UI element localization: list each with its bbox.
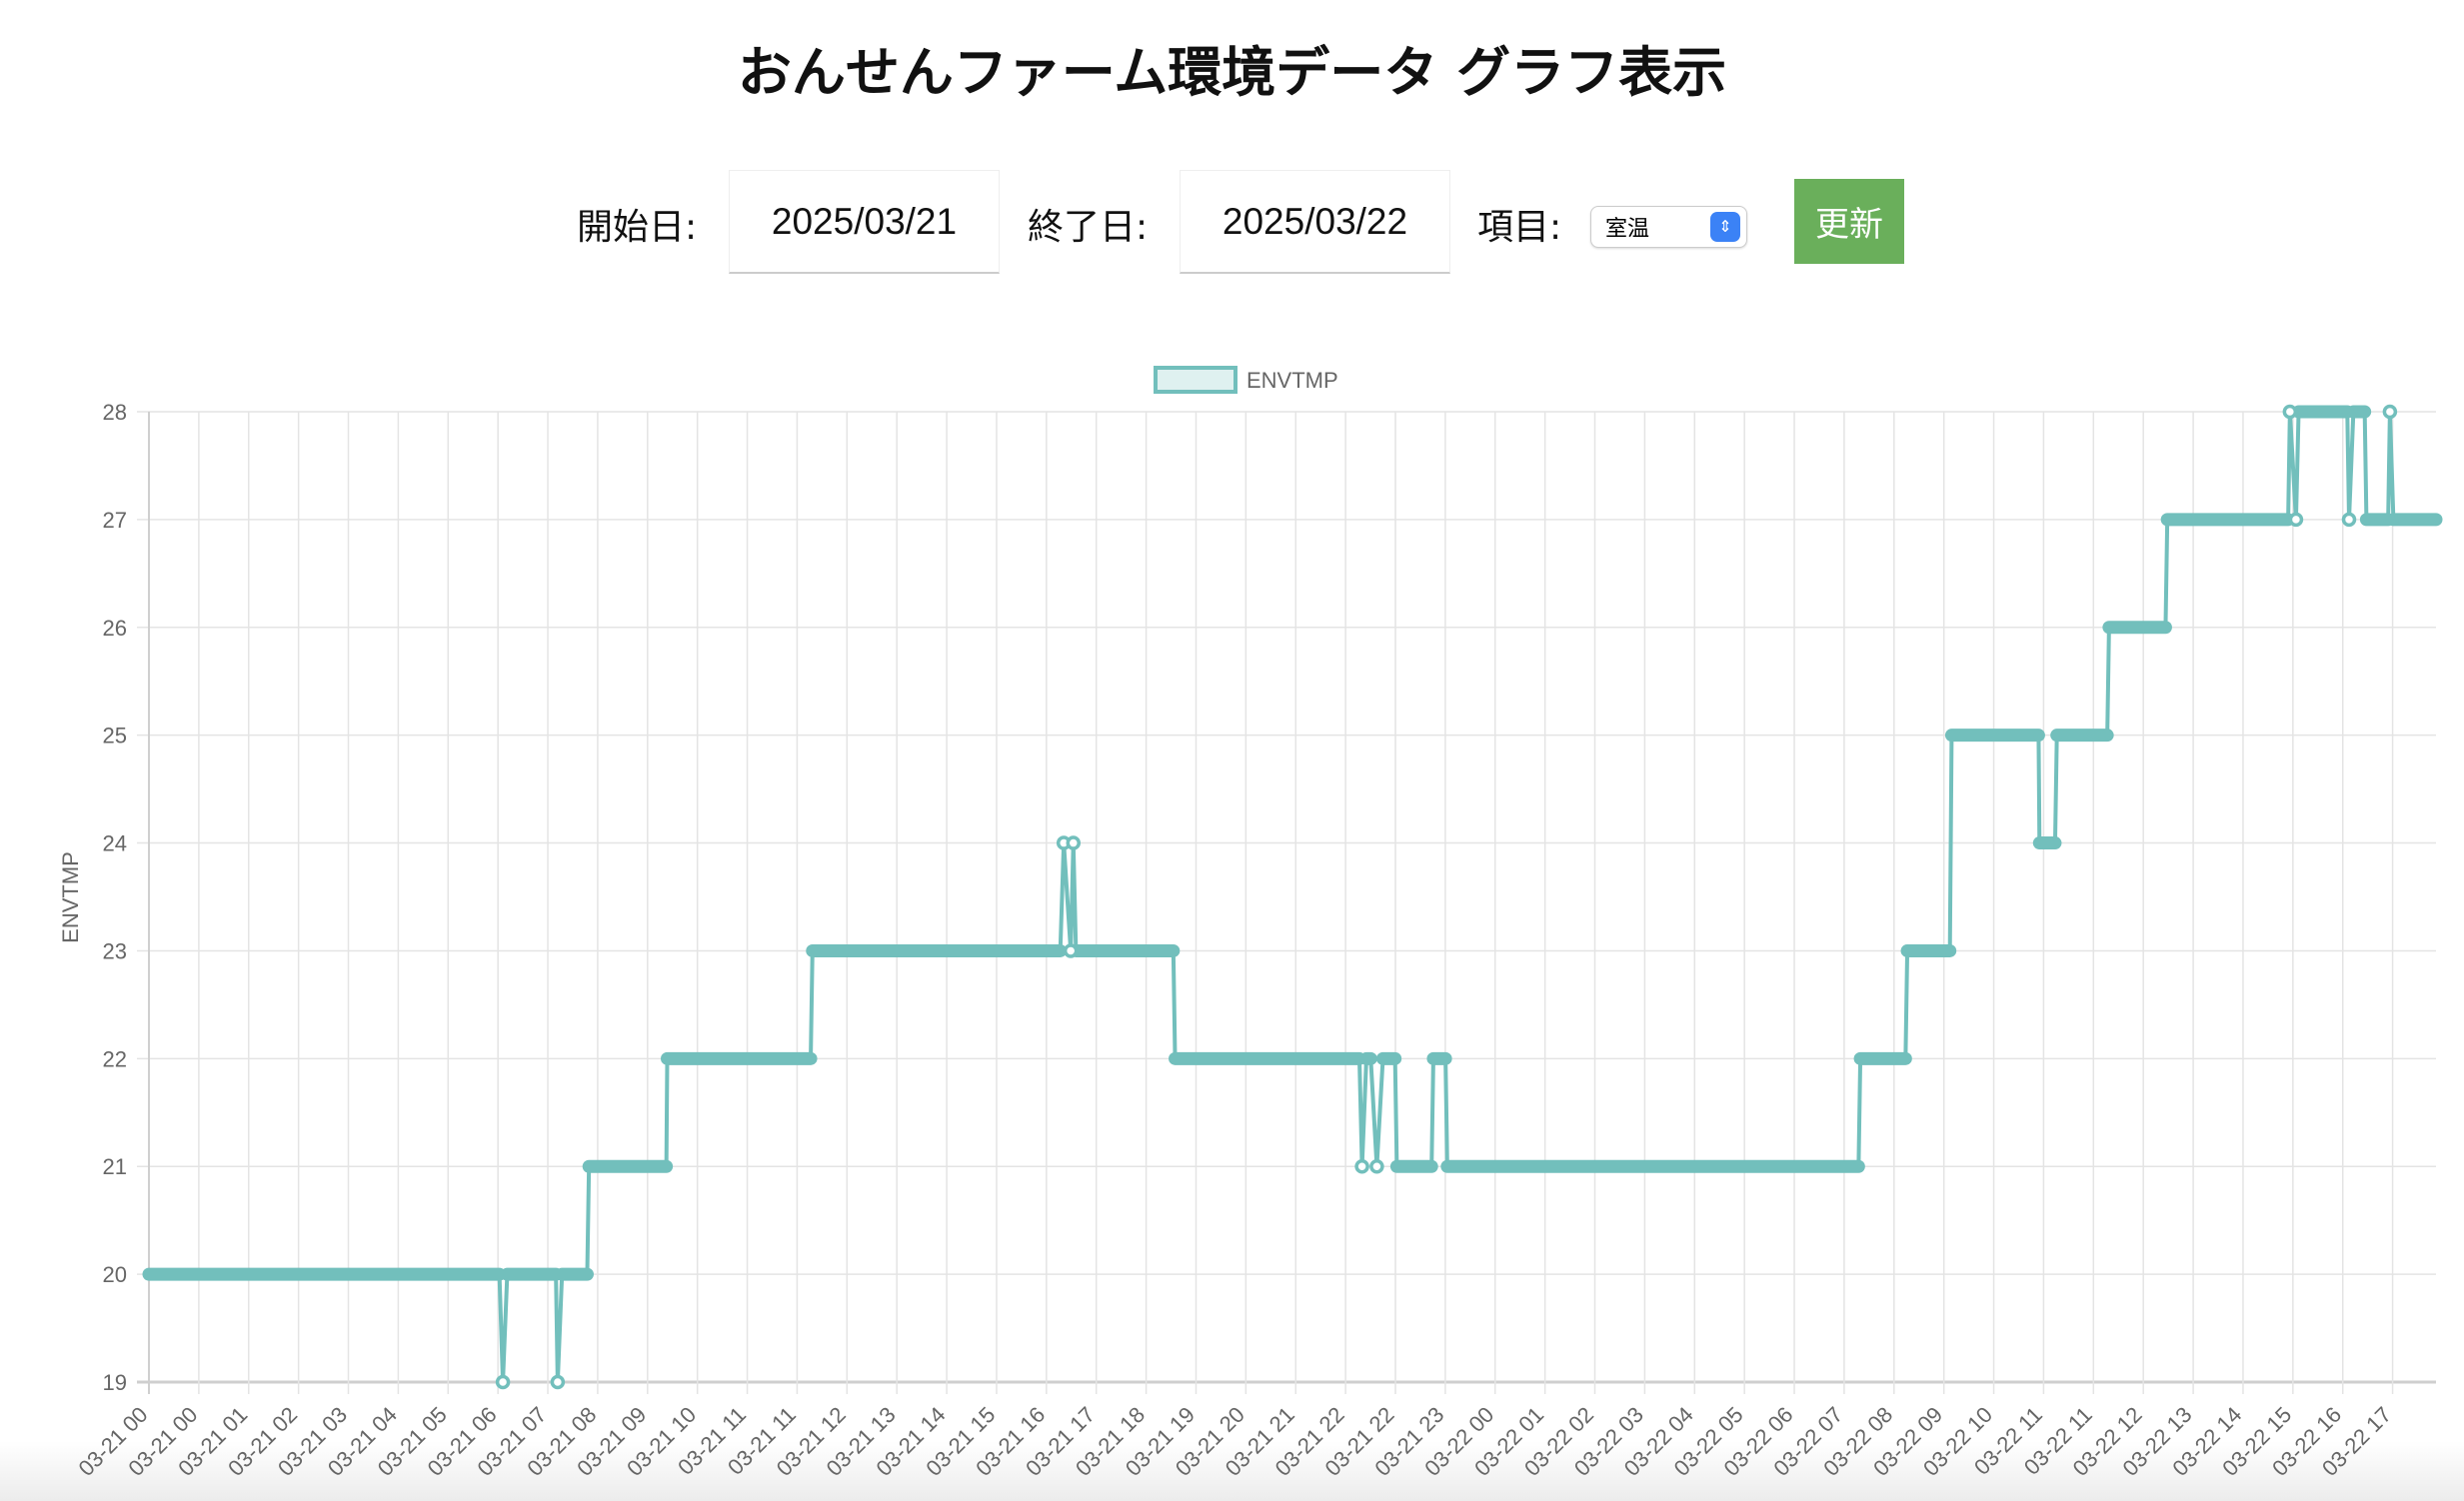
y-tick-label: 25 <box>103 724 127 749</box>
item-label: 項目: <box>1477 207 1562 248</box>
item-select-value: 室温 <box>1605 217 1650 242</box>
y-tick-label: 23 <box>103 938 127 963</box>
start-date-input[interactable]: 2025/03/21 <box>729 170 1000 274</box>
end-date-input[interactable]: 2025/03/22 <box>1180 170 1450 274</box>
y-tick-label: 27 <box>103 508 127 533</box>
end-date-label: 終了日: <box>1028 207 1149 248</box>
chevron-up-down-icon: ⇕ <box>1710 212 1740 242</box>
data-point <box>1066 835 1082 850</box>
data-point <box>2282 404 2298 420</box>
start-date-label: 開始日: <box>577 207 698 248</box>
y-axis-label: ENVTMP <box>58 851 83 943</box>
y-tick-label: 26 <box>103 616 127 641</box>
legend-label: ENVTMP <box>1246 368 1338 393</box>
page-bottom-shade <box>0 1441 2464 1501</box>
data-point <box>495 1374 511 1390</box>
data-point <box>2382 404 2398 420</box>
data-point <box>550 1374 566 1390</box>
data-point <box>1063 943 1079 958</box>
data-point <box>2288 512 2304 528</box>
update-button[interactable]: 更新 <box>1794 179 1904 264</box>
data-point <box>1369 1158 1384 1174</box>
item-select[interactable]: 室温 ⇕ <box>1590 206 1747 248</box>
data-point <box>1354 1158 1369 1174</box>
y-tick-label: 20 <box>103 1262 127 1287</box>
y-tick-label: 19 <box>103 1370 127 1395</box>
data-point <box>2341 512 2357 528</box>
y-tick-label: 28 <box>103 400 127 425</box>
page-title: おんせんファーム環境データ グラフ表示 <box>737 41 1727 104</box>
legend-swatch <box>1154 366 1237 394</box>
y-tick-label: 24 <box>103 831 127 856</box>
y-tick-label: 21 <box>103 1154 127 1179</box>
y-tick-label: 22 <box>103 1046 127 1071</box>
